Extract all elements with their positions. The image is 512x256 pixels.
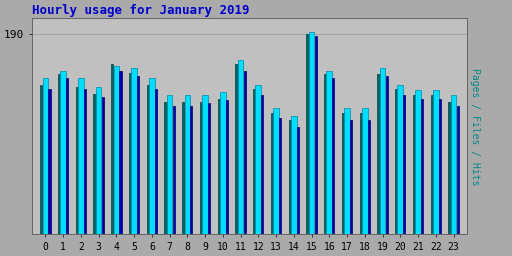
Bar	[226, 100, 228, 234]
Bar	[42, 78, 48, 234]
Bar	[291, 116, 296, 234]
Bar	[271, 113, 273, 234]
Bar	[101, 97, 104, 234]
Bar	[131, 68, 137, 234]
Bar	[111, 63, 113, 234]
Bar	[415, 90, 421, 234]
Bar	[96, 87, 101, 234]
Bar	[377, 74, 379, 234]
Bar	[200, 102, 202, 234]
Bar	[332, 78, 334, 234]
Bar	[314, 36, 317, 234]
Bar	[273, 108, 279, 234]
Bar	[457, 106, 459, 234]
Bar	[202, 95, 208, 234]
Bar	[129, 73, 131, 234]
Bar	[244, 71, 246, 234]
Bar	[190, 106, 193, 234]
Bar	[397, 85, 403, 234]
Bar	[395, 89, 397, 234]
Bar	[147, 85, 149, 234]
Bar	[164, 102, 166, 234]
Bar	[58, 74, 60, 234]
Bar	[76, 87, 78, 234]
Bar	[173, 106, 175, 234]
Bar	[78, 78, 83, 234]
Bar	[309, 32, 314, 234]
Bar	[238, 60, 243, 234]
Bar	[60, 71, 66, 234]
Bar	[66, 78, 68, 234]
Bar	[48, 89, 51, 234]
Bar	[350, 121, 352, 234]
Text: Hourly usage for January 2019: Hourly usage for January 2019	[32, 4, 249, 17]
Bar	[261, 95, 264, 234]
Bar	[119, 71, 121, 234]
Bar	[327, 71, 332, 234]
Text: Pages / Files / Hits: Pages / Files / Hits	[470, 68, 480, 185]
Bar	[362, 108, 368, 234]
Bar	[344, 108, 350, 234]
Bar	[182, 102, 184, 234]
Bar	[324, 74, 326, 234]
Bar	[155, 89, 157, 234]
Bar	[413, 95, 415, 234]
Bar	[307, 34, 309, 234]
Bar	[431, 95, 433, 234]
Bar	[289, 121, 291, 234]
Bar	[359, 113, 362, 234]
Bar	[253, 89, 255, 234]
Bar	[94, 94, 96, 234]
Bar	[279, 118, 281, 234]
Bar	[380, 68, 386, 234]
Bar	[255, 85, 261, 234]
Bar	[439, 99, 441, 234]
Bar	[114, 66, 119, 234]
Bar	[449, 102, 451, 234]
Bar	[218, 99, 220, 234]
Bar	[149, 78, 155, 234]
Bar	[297, 127, 299, 234]
Bar	[208, 103, 210, 234]
Bar	[433, 90, 439, 234]
Bar	[84, 89, 86, 234]
Bar	[220, 92, 226, 234]
Bar	[386, 76, 388, 234]
Bar	[342, 113, 344, 234]
Bar	[184, 95, 190, 234]
Bar	[421, 99, 423, 234]
Bar	[403, 95, 406, 234]
Bar	[167, 95, 173, 234]
Bar	[40, 85, 42, 234]
Bar	[451, 95, 456, 234]
Bar	[137, 76, 139, 234]
Bar	[368, 121, 370, 234]
Bar	[236, 63, 238, 234]
